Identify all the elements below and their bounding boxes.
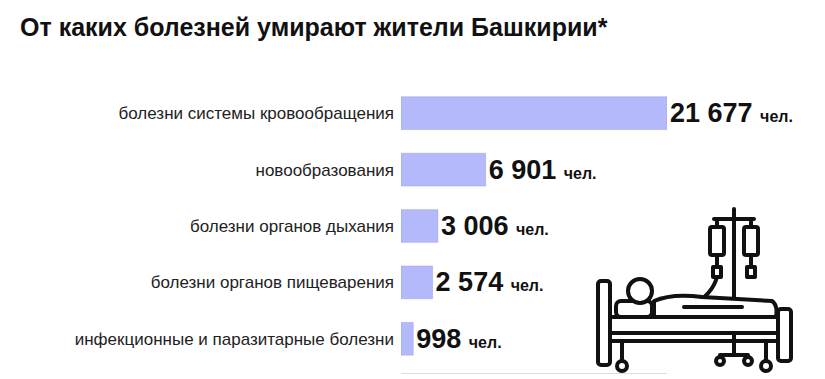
svg-text:болезни органов дыхания: болезни органов дыхания xyxy=(190,217,394,236)
svg-text:21 677 чел.: 21 677 чел. xyxy=(670,98,793,128)
svg-text:болезни системы кровообращения: болезни системы кровообращения xyxy=(119,104,394,123)
svg-text:инфекционные и паразитарные бо: инфекционные и паразитарные болезни xyxy=(75,330,394,349)
svg-text:новообразования: новообразования xyxy=(256,161,395,180)
svg-text:2 574 чел.: 2 574 чел. xyxy=(436,267,544,297)
svg-text:3 006 чел.: 3 006 чел. xyxy=(441,211,549,241)
svg-text:болезни органов пищеварения: болезни органов пищеварения xyxy=(151,273,394,292)
svg-text:От каких болезней умирают жите: От каких болезней умирают жители Башкири… xyxy=(20,13,608,41)
svg-text:998 чел.: 998 чел. xyxy=(416,324,501,354)
svg-text:6 901 чел.: 6 901 чел. xyxy=(489,155,597,185)
